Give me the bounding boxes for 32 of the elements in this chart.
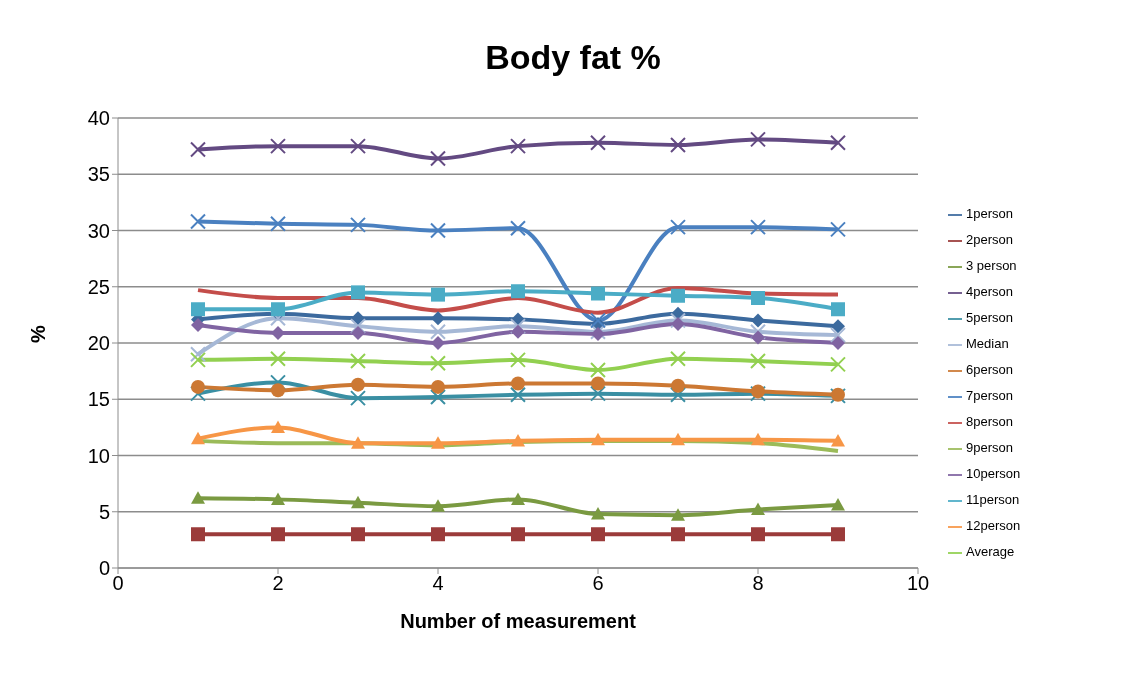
x-tick-label: 4 — [432, 572, 444, 595]
y-tick-label: 20 — [87, 332, 110, 355]
y-axis-title: % — [27, 325, 50, 343]
legend-label: 11person — [966, 492, 1020, 507]
y-tick-label: 0 — [98, 557, 110, 580]
x-tick-label: 8 — [752, 572, 764, 595]
legend-label: 9person — [966, 440, 1013, 455]
legend-label: 8person — [966, 414, 1013, 429]
chart-title: Body fat % — [484, 38, 662, 77]
legend-label: 5person — [966, 310, 1013, 325]
legend-label: 12person — [966, 518, 1021, 533]
legend-label: 1person — [966, 206, 1013, 221]
y-tick-label: 35 — [87, 163, 110, 186]
legend-label: 4person — [966, 284, 1013, 299]
legend-label: 7person — [966, 388, 1013, 403]
y-tick-label: 25 — [87, 275, 110, 298]
legend-label: 3 person — [966, 258, 1017, 273]
x-tick-label: 0 — [112, 572, 124, 595]
legend-label: Median — [966, 336, 1009, 351]
legend-label: 2person — [966, 232, 1013, 247]
y-tick-label: 5 — [98, 500, 110, 523]
x-axis-title: Number of measurement — [400, 610, 637, 632]
legend-label: Average — [966, 544, 1015, 559]
x-tick-label: 10 — [906, 572, 930, 595]
y-tick-label: 30 — [87, 219, 110, 242]
legend-label: 10person — [966, 466, 1021, 481]
x-tick-label: 2 — [272, 572, 284, 595]
y-tick-label: 10 — [87, 444, 110, 467]
legend-label: 6person — [966, 362, 1013, 377]
y-tick-label: 40 — [87, 107, 110, 130]
x-tick-label: 6 — [592, 572, 604, 595]
y-tick-label: 15 — [87, 388, 110, 411]
